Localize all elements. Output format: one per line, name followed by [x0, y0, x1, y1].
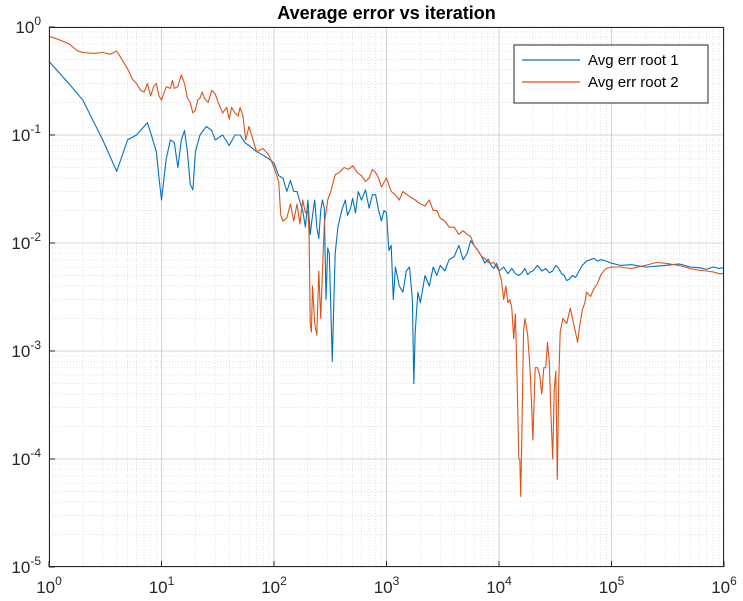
- minor-grid: [49, 27, 724, 567]
- y-tick-base: 10: [11, 558, 30, 577]
- x-tick-label: 104: [486, 574, 512, 597]
- x-tick-exponent: 1: [168, 574, 175, 588]
- y-tick-exponent: -3: [30, 338, 41, 352]
- x-tick-base: 10: [36, 578, 55, 597]
- legend-box: [513, 44, 709, 104]
- y-tick-exponent: -4: [30, 446, 41, 460]
- y-tick-label: 10-4: [11, 446, 41, 469]
- x-tick-label: 103: [374, 574, 400, 597]
- x-tick-label: 105: [599, 574, 625, 597]
- y-tick-label: 10-2: [11, 230, 41, 253]
- y-tick-label: 10-1: [11, 122, 41, 145]
- x-tick-label: 100: [36, 574, 62, 597]
- y-tick-label: 10-5: [11, 554, 41, 577]
- y-tick-base: 10: [11, 126, 30, 145]
- x-tick-base: 10: [261, 578, 280, 597]
- y-tick-base: 10: [11, 342, 30, 361]
- chart-title: Average error vs iteration: [277, 3, 495, 23]
- y-tick-exponent: -1: [30, 122, 41, 136]
- series-line-1: [48, 61, 725, 385]
- x-tick-label: 106: [711, 574, 737, 597]
- series-line-2: [48, 35, 724, 498]
- x-tick-exponent: 0: [55, 574, 62, 588]
- x-axis: 100 101 102 103 104 105 106: [36, 561, 737, 597]
- x-tick-exponent: 4: [505, 574, 512, 588]
- x-tick-base: 10: [374, 578, 393, 597]
- y-tick-label: 10-3: [11, 338, 41, 361]
- y-tick-base: 10: [15, 18, 34, 37]
- x-tick-base: 10: [486, 578, 505, 597]
- y-tick-base: 10: [11, 450, 30, 469]
- x-tick-base: 10: [711, 578, 730, 597]
- y-tick-exponent: 0: [34, 14, 41, 28]
- x-tick-exponent: 2: [280, 574, 287, 588]
- y-tick-base: 10: [11, 234, 30, 253]
- y-tick-exponent: -2: [30, 230, 41, 244]
- x-tick-label: 101: [149, 574, 175, 597]
- y-tick-exponent: -5: [30, 554, 41, 568]
- x-tick-exponent: 3: [393, 574, 400, 588]
- x-tick-base: 10: [149, 578, 168, 597]
- x-tick-base: 10: [599, 578, 618, 597]
- x-tick-exponent: 5: [618, 574, 625, 588]
- legend: Avg err root 1 Avg err root 2: [513, 44, 709, 104]
- y-tick-label: 100: [15, 14, 41, 37]
- legend-label: Avg err root 1: [588, 52, 679, 69]
- x-tick-label: 102: [261, 574, 287, 597]
- x-tick-exponent: 6: [730, 574, 737, 588]
- legend-label: Avg err root 2: [588, 74, 679, 91]
- series-layer: [48, 35, 725, 498]
